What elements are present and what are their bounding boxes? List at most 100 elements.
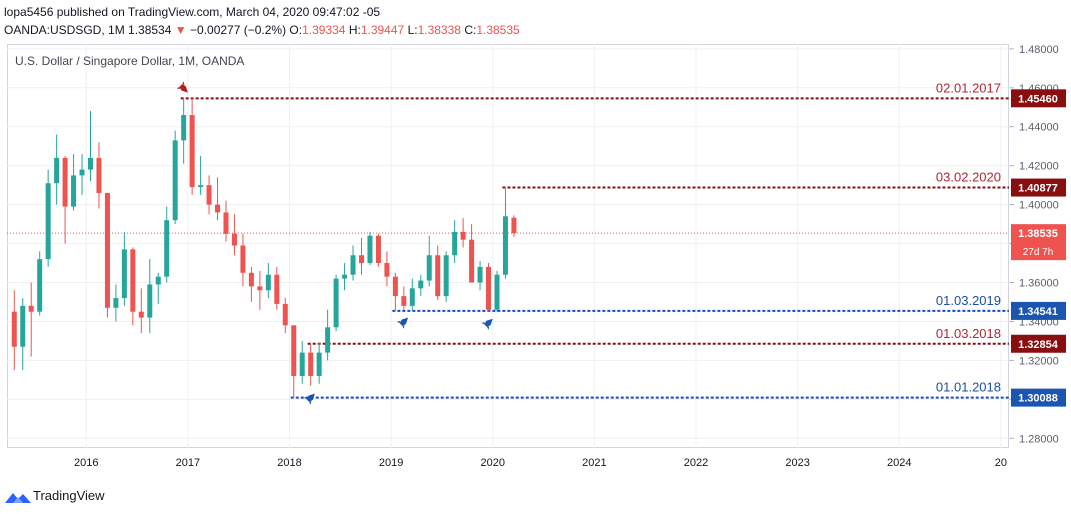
candle[interactable] <box>181 98 187 164</box>
candle[interactable] <box>409 278 415 311</box>
candle[interactable] <box>392 272 398 311</box>
candle[interactable] <box>231 214 237 256</box>
candle[interactable] <box>511 215 517 237</box>
candle[interactable] <box>62 155 68 244</box>
candle[interactable] <box>494 270 500 312</box>
candle-body[interactable] <box>181 115 187 141</box>
candle-body[interactable] <box>274 274 280 304</box>
candle[interactable] <box>172 130 178 225</box>
candle-body[interactable] <box>443 255 449 297</box>
candle-body[interactable] <box>494 274 500 310</box>
candle-body[interactable] <box>113 298 119 308</box>
candle[interactable] <box>316 342 322 384</box>
candle-body[interactable] <box>172 140 178 221</box>
candle-body[interactable] <box>257 286 263 291</box>
candle[interactable] <box>502 187 508 279</box>
candle[interactable] <box>45 169 51 267</box>
candle[interactable] <box>477 261 483 291</box>
candle-body[interactable] <box>45 183 51 260</box>
candle-body[interactable] <box>88 157 93 170</box>
candle-body[interactable] <box>477 266 483 283</box>
candle-body[interactable] <box>231 233 237 246</box>
candle[interactable] <box>418 274 424 297</box>
candle-body[interactable] <box>469 239 475 283</box>
candle-body[interactable] <box>240 245 246 273</box>
candle[interactable] <box>164 206 170 283</box>
candle-body[interactable] <box>316 352 322 376</box>
candle-body[interactable] <box>54 157 60 184</box>
candle-body[interactable] <box>121 249 127 299</box>
candle[interactable] <box>71 154 77 211</box>
candle-body[interactable] <box>418 280 424 289</box>
time-axis[interactable]: 2016 2017 2018 2019 2020 2021 2022 2023 2024 20 <box>74 457 1007 469</box>
candle[interactable] <box>443 251 449 302</box>
candle[interactable] <box>435 245 441 301</box>
candle[interactable] <box>257 270 263 310</box>
candle-body[interactable] <box>282 303 288 326</box>
candle[interactable] <box>20 298 26 371</box>
candle-body[interactable] <box>104 192 110 308</box>
candle[interactable] <box>88 111 93 182</box>
candle[interactable] <box>350 245 356 281</box>
candle[interactable] <box>113 284 119 322</box>
candle-body[interactable] <box>28 305 34 312</box>
candle-body[interactable] <box>460 231 466 240</box>
candle-body[interactable] <box>325 327 331 353</box>
candle[interactable] <box>367 231 373 265</box>
candle-body[interactable] <box>223 212 229 234</box>
candle-body[interactable] <box>308 352 314 376</box>
candle-body[interactable] <box>384 263 390 277</box>
candle-body[interactable] <box>486 266 492 310</box>
candles[interactable] <box>11 98 517 398</box>
candle[interactable] <box>121 231 127 306</box>
candle-body[interactable] <box>206 185 212 205</box>
candle-body[interactable] <box>452 231 458 256</box>
candle-body[interactable] <box>11 311 17 347</box>
candle[interactable] <box>96 142 102 209</box>
candle[interactable] <box>28 282 34 357</box>
candle-body[interactable] <box>138 311 144 318</box>
candle[interactable] <box>486 263 492 311</box>
tradingview-brand[interactable]: TradingView <box>33 488 105 503</box>
candle[interactable] <box>325 309 331 361</box>
candle[interactable] <box>274 266 280 310</box>
candle[interactable] <box>248 266 254 302</box>
candle[interactable] <box>79 154 85 195</box>
candle[interactable] <box>291 325 297 398</box>
candle-body[interactable] <box>79 169 85 176</box>
candle[interactable] <box>375 233 381 267</box>
candle-body[interactable] <box>291 325 297 376</box>
candle-body[interactable] <box>37 259 43 312</box>
candle[interactable] <box>265 263 271 299</box>
candle-body[interactable] <box>358 255 364 264</box>
candlestick-chart[interactable]: 02.01.2017 03.02.2020 01.03.2019 01.03.2018… <box>7 44 1071 480</box>
candle-body[interactable] <box>20 305 26 347</box>
candle-body[interactable] <box>435 255 441 297</box>
candle-body[interactable] <box>164 220 170 277</box>
chart-area[interactable]: 02.01.2017 03.02.2020 01.03.2019 01.03.2018… <box>7 44 1066 469</box>
candle[interactable] <box>282 298 288 334</box>
symbol-label[interactable]: OANDA:USDSGD, 1M <box>4 23 125 37</box>
candle-body[interactable] <box>502 216 508 275</box>
candle-body[interactable] <box>147 284 153 318</box>
candle-body[interactable] <box>198 185 204 188</box>
candle-body[interactable] <box>375 235 381 264</box>
candle[interactable] <box>223 200 229 242</box>
candle-body[interactable] <box>409 288 415 306</box>
candle-body[interactable] <box>248 272 254 287</box>
tradingview-logo-icon[interactable] <box>5 489 31 505</box>
candle[interactable] <box>452 220 458 264</box>
candle-body[interactable] <box>71 175 77 207</box>
candle[interactable] <box>384 251 390 287</box>
candle[interactable] <box>299 340 305 384</box>
candle-body[interactable] <box>342 274 348 279</box>
candle-body[interactable] <box>299 352 305 376</box>
candle[interactable] <box>469 224 475 283</box>
candle-body[interactable] <box>189 115 195 188</box>
candle-body[interactable] <box>62 157 68 207</box>
candle[interactable] <box>460 218 466 248</box>
candle-body[interactable] <box>350 255 356 275</box>
candle[interactable] <box>358 237 364 275</box>
candle-body[interactable] <box>367 235 373 264</box>
candle[interactable] <box>130 247 136 326</box>
